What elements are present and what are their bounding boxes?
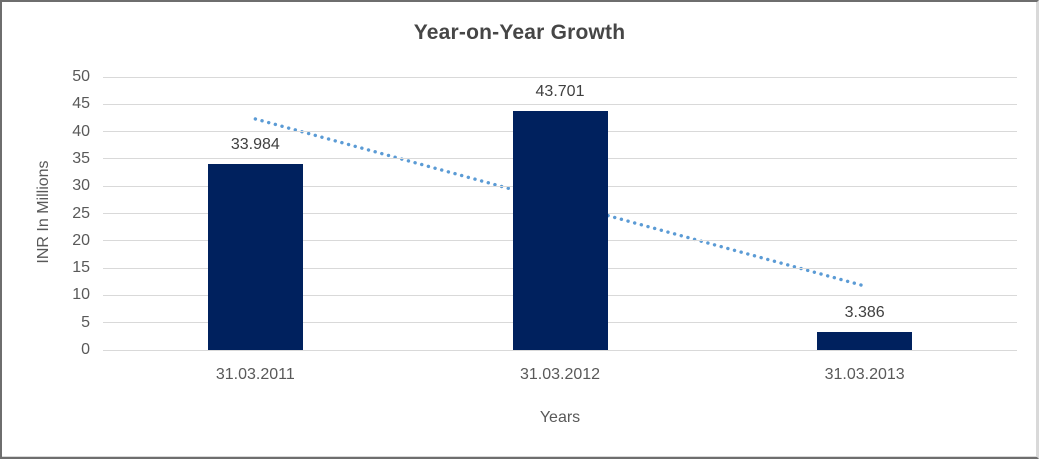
bar-data-label: 3.386 (844, 303, 885, 321)
y-axis-tick-label: 45 (72, 95, 90, 113)
gridline (103, 349, 1017, 351)
y-axis-tick-label: 25 (72, 204, 90, 222)
y-axis-tick-label: 20 (72, 231, 90, 249)
x-axis-category-label: 31.03.2012 (519, 366, 601, 383)
bar-data-label: 33.984 (230, 136, 280, 154)
y-axis-tick-label: 30 (72, 177, 90, 195)
gridline (103, 76, 1017, 78)
bar-data-label: 43.701 (535, 83, 585, 101)
x-axis-category-label: 31.03.2011 (215, 366, 295, 383)
chart-title[interactable]: Year-on-Year Growth (413, 21, 626, 44)
y-axis-tick-label: 5 (81, 313, 90, 331)
y-axis-tick-label: 0 (81, 341, 90, 358)
x-axis-title: Years (539, 409, 581, 426)
y-axis-tick-label: 35 (72, 149, 90, 167)
y-axis-tick-label: 50 (72, 68, 90, 85)
bar[interactable] (512, 111, 608, 350)
bar[interactable] (207, 164, 303, 350)
y-axis-tick-label: 40 (72, 122, 90, 140)
gridline (103, 103, 1017, 105)
x-axis-category-label: 31.03.2013 (824, 366, 905, 383)
bar[interactable] (817, 331, 913, 350)
y-axis-tick-label: 10 (72, 286, 90, 304)
y-axis-tick-label: 15 (72, 259, 90, 277)
